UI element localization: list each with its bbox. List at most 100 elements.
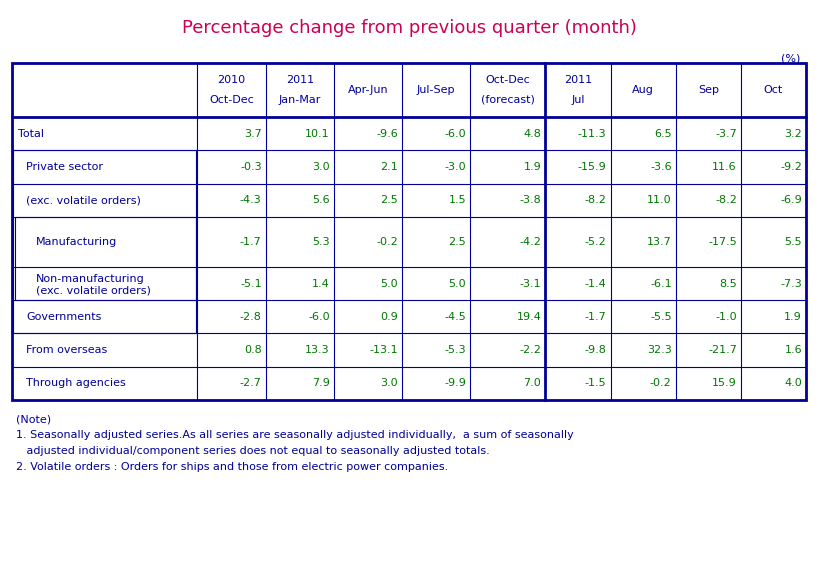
Text: 5.6: 5.6 xyxy=(312,195,330,205)
Text: From overseas: From overseas xyxy=(26,345,107,355)
Text: 1.9: 1.9 xyxy=(784,312,802,322)
Text: -2.7: -2.7 xyxy=(240,378,262,389)
Text: -17.5: -17.5 xyxy=(708,237,737,247)
Text: 13.3: 13.3 xyxy=(305,345,330,355)
Text: (forecast): (forecast) xyxy=(481,95,535,105)
Text: 2. Volatile orders : Orders for ships and those from electric power companies.: 2. Volatile orders : Orders for ships an… xyxy=(16,462,448,472)
Text: Jul-Sep: Jul-Sep xyxy=(417,85,456,95)
Text: 2.5: 2.5 xyxy=(448,237,466,247)
Text: 0.8: 0.8 xyxy=(244,345,262,355)
Text: Oct-Dec: Oct-Dec xyxy=(485,75,530,85)
Text: -9.9: -9.9 xyxy=(444,378,466,389)
Text: 1.9: 1.9 xyxy=(524,162,542,172)
Text: -0.2: -0.2 xyxy=(376,237,398,247)
Text: 5.3: 5.3 xyxy=(312,237,330,247)
Text: 13.7: 13.7 xyxy=(647,237,672,247)
Text: -8.2: -8.2 xyxy=(715,195,737,205)
Text: Apr-Jun: Apr-Jun xyxy=(348,85,389,95)
Text: 0.9: 0.9 xyxy=(380,312,398,322)
Text: 7.0: 7.0 xyxy=(524,378,542,389)
Text: -3.1: -3.1 xyxy=(519,278,542,288)
Text: -1.4: -1.4 xyxy=(585,278,606,288)
Text: 1.4: 1.4 xyxy=(312,278,330,288)
Text: -4.2: -4.2 xyxy=(519,237,542,247)
Text: (%): (%) xyxy=(780,53,800,63)
Text: -0.3: -0.3 xyxy=(240,162,262,172)
Text: -2.8: -2.8 xyxy=(240,312,262,322)
Text: 2010: 2010 xyxy=(218,75,245,85)
Text: 3.0: 3.0 xyxy=(380,378,398,389)
Text: Sep: Sep xyxy=(698,85,719,95)
Text: Jan-Mar: Jan-Mar xyxy=(279,95,321,105)
Text: -0.2: -0.2 xyxy=(650,378,672,389)
Text: 3.0: 3.0 xyxy=(312,162,330,172)
Text: -9.6: -9.6 xyxy=(376,129,398,139)
Text: -6.0: -6.0 xyxy=(308,312,330,322)
Text: 2.1: 2.1 xyxy=(380,162,398,172)
Text: 8.5: 8.5 xyxy=(719,278,737,288)
Text: 11.0: 11.0 xyxy=(647,195,672,205)
Text: -4.3: -4.3 xyxy=(240,195,262,205)
Text: -1.7: -1.7 xyxy=(585,312,606,322)
Text: (Note): (Note) xyxy=(16,414,51,424)
Text: -4.5: -4.5 xyxy=(444,312,466,322)
Text: 2011: 2011 xyxy=(564,75,592,85)
Text: -1.5: -1.5 xyxy=(585,378,606,389)
Text: 10.1: 10.1 xyxy=(305,129,330,139)
Bar xyxy=(15,217,196,300)
Text: 5.0: 5.0 xyxy=(448,278,466,288)
Text: 5.5: 5.5 xyxy=(784,237,802,247)
Text: 2011: 2011 xyxy=(285,75,314,85)
Text: -8.2: -8.2 xyxy=(585,195,606,205)
Text: 19.4: 19.4 xyxy=(516,312,542,322)
Text: -6.1: -6.1 xyxy=(650,278,672,288)
Text: 5.0: 5.0 xyxy=(380,278,398,288)
Text: Manufacturing: Manufacturing xyxy=(36,237,117,247)
Text: 7.9: 7.9 xyxy=(312,378,330,389)
Text: -3.6: -3.6 xyxy=(650,162,672,172)
Text: Jul: Jul xyxy=(571,95,585,105)
Bar xyxy=(12,63,806,400)
Text: Non-manufacturing: Non-manufacturing xyxy=(36,274,145,284)
Text: (exc. volatile orders): (exc. volatile orders) xyxy=(36,285,151,295)
Text: 32.3: 32.3 xyxy=(647,345,672,355)
Text: -3.0: -3.0 xyxy=(444,162,466,172)
Text: Aug: Aug xyxy=(632,85,654,95)
Text: Total: Total xyxy=(18,129,44,139)
Text: 6.5: 6.5 xyxy=(654,129,672,139)
Text: -11.3: -11.3 xyxy=(578,129,606,139)
Text: 11.6: 11.6 xyxy=(712,162,737,172)
Text: -9.8: -9.8 xyxy=(585,345,606,355)
Text: 1.5: 1.5 xyxy=(448,195,466,205)
Text: 3.7: 3.7 xyxy=(244,129,262,139)
Text: -1.0: -1.0 xyxy=(715,312,737,322)
Text: 2.5: 2.5 xyxy=(380,195,398,205)
Text: Private sector: Private sector xyxy=(26,162,103,172)
Text: -7.3: -7.3 xyxy=(780,278,802,288)
Text: -9.2: -9.2 xyxy=(780,162,802,172)
Text: -3.8: -3.8 xyxy=(519,195,542,205)
Text: 4.0: 4.0 xyxy=(784,378,802,389)
Text: Governments: Governments xyxy=(26,312,101,322)
Text: adjusted individual/component series does not equal to seasonally adjusted total: adjusted individual/component series doe… xyxy=(16,446,490,456)
Text: 3.2: 3.2 xyxy=(784,129,802,139)
Text: -2.2: -2.2 xyxy=(519,345,542,355)
Text: 1. Seasonally adjusted series.As all series are seasonally adjusted individually: 1. Seasonally adjusted series.As all ser… xyxy=(16,430,573,440)
Text: 15.9: 15.9 xyxy=(712,378,737,389)
Text: -13.1: -13.1 xyxy=(370,345,398,355)
Text: 1.6: 1.6 xyxy=(784,345,802,355)
Text: -5.1: -5.1 xyxy=(240,278,262,288)
Text: -6.9: -6.9 xyxy=(780,195,802,205)
Text: -5.2: -5.2 xyxy=(585,237,606,247)
Text: -1.7: -1.7 xyxy=(240,237,262,247)
Text: -3.7: -3.7 xyxy=(715,129,737,139)
Bar xyxy=(13,150,196,333)
Text: (exc. volatile orders): (exc. volatile orders) xyxy=(26,195,141,205)
Text: Through agencies: Through agencies xyxy=(26,378,126,389)
Text: 4.8: 4.8 xyxy=(524,129,542,139)
Text: -5.3: -5.3 xyxy=(444,345,466,355)
Text: -5.5: -5.5 xyxy=(650,312,672,322)
Text: Percentage change from previous quarter (month): Percentage change from previous quarter … xyxy=(182,19,636,37)
Text: Oct-Dec: Oct-Dec xyxy=(209,95,254,105)
Text: -6.0: -6.0 xyxy=(444,129,466,139)
